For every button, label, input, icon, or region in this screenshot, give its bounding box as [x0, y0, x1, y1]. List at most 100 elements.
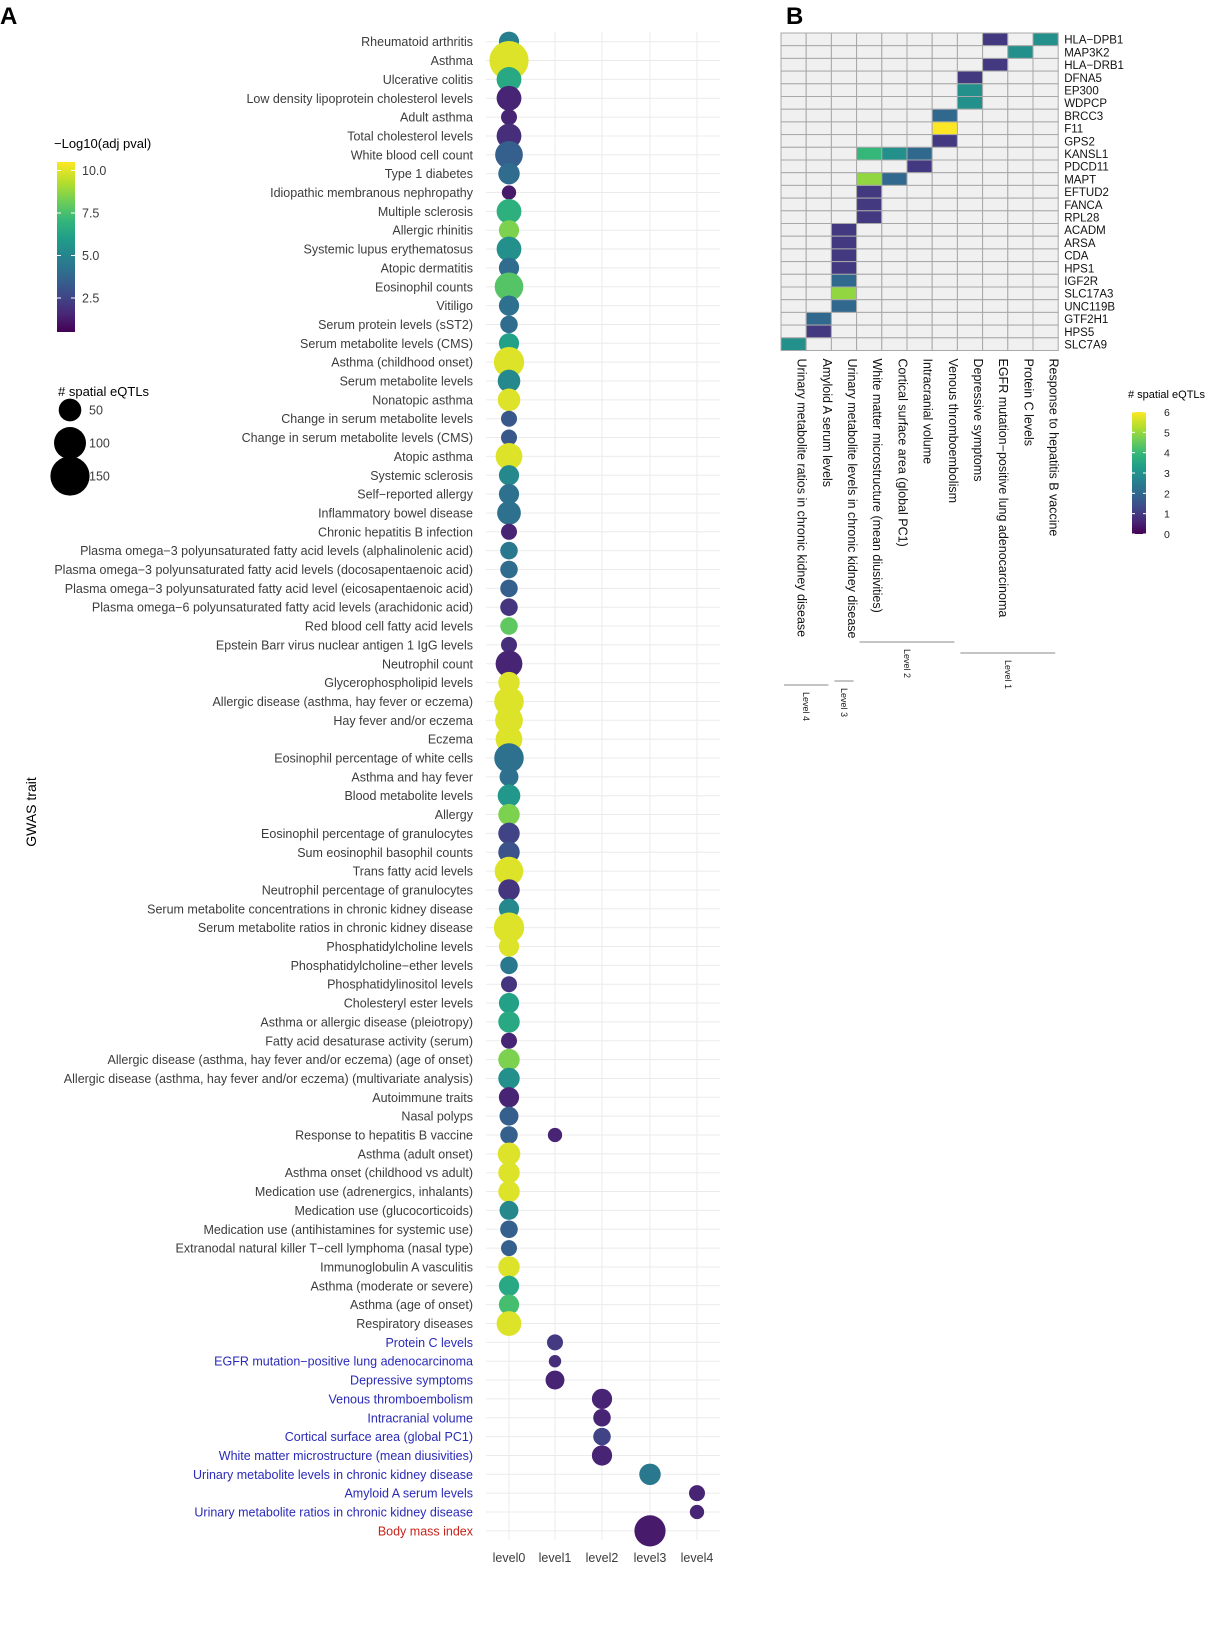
- trait-label: Allergy: [435, 808, 474, 822]
- heatmap-legend-title: # spatial eQTLs: [1128, 389, 1206, 401]
- heatmap-cell-empty: [830, 96, 858, 110]
- heatmap-cell-empty: [906, 324, 933, 339]
- heatmap-cell-empty: [856, 248, 883, 263]
- heatmap-cell-empty: [1007, 210, 1034, 225]
- x-tick-label: level3: [634, 1551, 667, 1565]
- heatmap-cell-empty: [830, 172, 858, 186]
- trait-label: Nasal polyps: [401, 1110, 473, 1124]
- gene-label: PDCD11: [1064, 162, 1109, 174]
- heatmap-trait-label: Depressive symptoms: [971, 359, 985, 482]
- heatmap-legend-tick-label: 5: [1164, 427, 1170, 439]
- trait-label: Medication use (antihistamines for syste…: [203, 1223, 473, 1237]
- trait-label: Phosphatidylcholine−ether levels: [291, 959, 473, 973]
- heatmap-cell-empty: [830, 32, 858, 47]
- heatmap-legend-tick-label: 3: [1164, 468, 1170, 480]
- heatmap-cell: [931, 121, 958, 136]
- dot-point: [591, 1445, 613, 1466]
- heatmap-cell-empty: [881, 96, 908, 110]
- heatmap-cell-empty: [956, 184, 984, 199]
- trait-label: Neutrophil percentage of granulocytes: [262, 883, 473, 897]
- heatmap-cell: [830, 223, 858, 237]
- heatmap-cell-empty: [881, 159, 908, 174]
- heatmap-trait-label: Intracranial volume: [921, 359, 935, 465]
- trait-label: Self−reported allergy: [357, 488, 473, 502]
- trait-label: Autoimmune traits: [372, 1091, 473, 1105]
- heatmap-cell-empty: [830, 45, 858, 59]
- x-tick-label: level1: [539, 1551, 572, 1565]
- trait-label: Adult asthma: [400, 111, 473, 125]
- heatmap-cell: [805, 311, 832, 326]
- heatmap-cell-empty: [931, 273, 958, 288]
- heatmap-cell-empty: [956, 108, 984, 123]
- heatmap-cell-empty: [1007, 96, 1034, 110]
- heatmap-cell-empty: [956, 235, 984, 250]
- heatmap-legend-tick-label: 1: [1164, 509, 1170, 521]
- heatmap-cell-empty: [780, 83, 807, 98]
- trait-label: Plasma omega−3 polyunsaturated fatty aci…: [54, 563, 473, 577]
- gene-label: ARSA: [1064, 238, 1096, 250]
- heatmap-cell-empty: [780, 311, 807, 326]
- heatmap-trait-label: Cortical surface area (global PC1): [895, 359, 909, 547]
- dot-point: [499, 767, 519, 787]
- trait-label: Glycerophospholipid levels: [324, 676, 473, 690]
- dot-point: [498, 1161, 520, 1184]
- color-legend: −Log10(adj pval) 10.0 7.5 5.0 2.5: [54, 136, 151, 332]
- heatmap-cell-empty: [1007, 324, 1034, 339]
- heatmap-cell-empty: [805, 121, 832, 136]
- heatmap-cell: [856, 146, 883, 161]
- gene-label: EFTUD2: [1064, 187, 1109, 199]
- heatmap-cell-empty: [1007, 197, 1034, 212]
- heatmap-cell-empty: [1007, 223, 1034, 237]
- heatmap-cell-empty: [881, 108, 908, 123]
- heatmap-cell-empty: [780, 159, 807, 174]
- trait-label: Extranodal natural killer T−cell lymphom…: [176, 1242, 473, 1256]
- trait-label: Phosphatidylcholine levels: [326, 940, 473, 954]
- heatmap-cell-empty: [780, 299, 807, 313]
- heatmap-cell: [1032, 32, 1059, 47]
- heatmap-cell-empty: [982, 70, 1009, 85]
- dot-point: [500, 541, 518, 560]
- size-legend-circle: [54, 427, 86, 459]
- heatmap-cell-empty: [881, 299, 908, 313]
- heatmap-cell-empty: [805, 134, 832, 148]
- panel-a-label: A: [0, 3, 17, 30]
- trait-label: Allergic rhinitis: [392, 224, 473, 238]
- heatmap-cell: [856, 210, 883, 225]
- heatmap-cell-empty: [780, 172, 807, 186]
- gene-label: DFNA5: [1064, 73, 1102, 85]
- heatmap-cell-empty: [1032, 324, 1059, 339]
- dot-point: [500, 956, 518, 975]
- heatmap-cell-empty: [856, 311, 883, 326]
- heatmap-cell-empty: [1007, 172, 1034, 186]
- heatmap-cell-empty: [805, 337, 832, 351]
- gene-label: MAPT: [1064, 174, 1096, 186]
- heatmap-cell-empty: [881, 273, 908, 288]
- heatmap-cell-empty: [856, 286, 883, 301]
- heatmap-cell-empty: [982, 273, 1009, 288]
- x-tick-label: level2: [586, 1551, 619, 1565]
- dot-point: [689, 1485, 705, 1502]
- trait-label: Response to hepatitis B vaccine: [295, 1129, 473, 1143]
- trait-label: Inflammatory bowel disease: [318, 506, 473, 520]
- dot-point: [501, 410, 517, 427]
- dot-point: [493, 912, 525, 943]
- trait-label: Change in serum metabolite levels (CMS): [242, 431, 473, 445]
- dot-point: [498, 879, 520, 901]
- trait-label: Chronic hepatitis B infection: [318, 525, 473, 539]
- dot-point: [501, 523, 517, 540]
- heatmap-cell-empty: [805, 261, 832, 275]
- gene-label: FANCA: [1064, 200, 1103, 212]
- gene-label: CDA: [1064, 251, 1089, 263]
- heatmap-cell: [830, 261, 858, 275]
- heatmap-cell-empty: [780, 197, 807, 212]
- heatmap-cell-empty: [1032, 337, 1059, 351]
- color-tick-label: 5.0: [82, 249, 99, 263]
- dot-point: [497, 1142, 521, 1166]
- heatmap-cell-empty: [881, 57, 908, 72]
- heatmap-cell-empty: [1032, 83, 1059, 98]
- heatmap-cell: [982, 57, 1009, 72]
- trait-label: Atopic dermatitis: [381, 261, 473, 275]
- heatmap-cell-empty: [931, 146, 958, 161]
- size-legend-label: 100: [89, 437, 110, 451]
- dot-plot-gridlines: [486, 32, 720, 1540]
